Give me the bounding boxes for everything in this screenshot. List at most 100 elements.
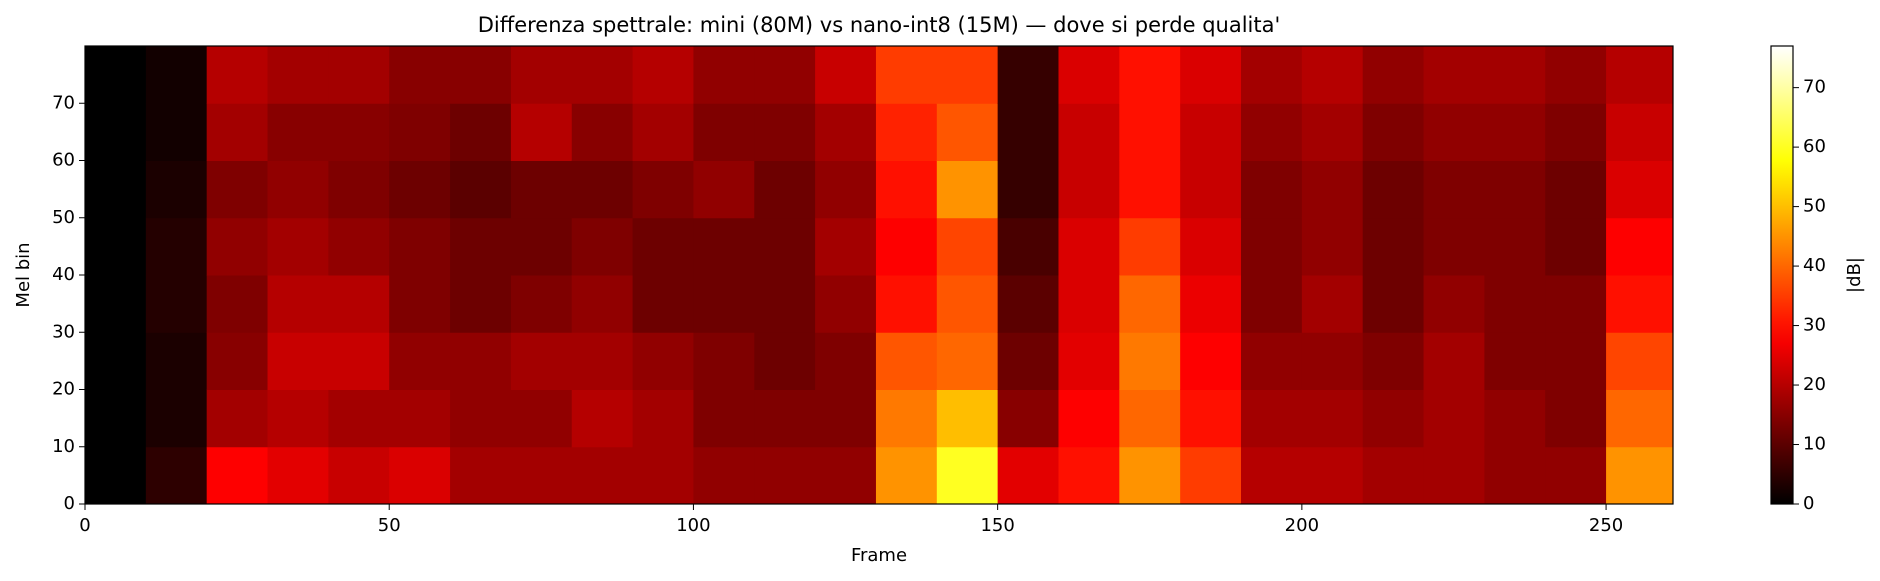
y-tick-label: 40 [52,264,75,285]
heat-cell [1606,389,1674,448]
heat-cell [1423,446,1485,505]
heat-cell [1545,275,1607,333]
heat-cell [693,332,755,390]
heat-cell [693,275,755,333]
y-tick-label: 0 [64,493,75,514]
colorbar-tick-label: 10 [1803,434,1826,455]
heat-cell [815,160,877,219]
heat-cell [1180,389,1242,448]
heat-cell [754,217,816,276]
heat-cell [875,446,938,505]
heat-cell [815,389,877,448]
y-tick-label: 30 [52,321,75,342]
heat-cell [328,217,390,276]
heat-cell [754,446,816,505]
heat-cell [693,389,755,448]
heat-cell [1241,332,1303,390]
heat-cell [693,160,755,219]
heat-cell [693,446,755,505]
chart-title: Differenza spettrale: mini (80M) vs nano… [478,13,1281,37]
colorbar-tick-label: 30 [1803,315,1826,336]
heat-cell [206,46,269,104]
heat-cell [997,46,1059,104]
heat-cell [1423,389,1485,448]
heat-cell [450,446,512,505]
heat-cell [267,275,329,333]
heat-cell [1058,332,1120,390]
heat-cell [1180,160,1242,219]
heat-cell [632,160,694,219]
heat-cell [145,275,208,333]
heat-cell [510,217,573,276]
heat-cell [997,103,1059,161]
heat-cell [875,160,938,219]
heat-cell [1484,217,1546,276]
heat-cell [1362,217,1425,276]
heat-cell [206,217,269,276]
heat-cell [1423,275,1485,333]
heat-cell [85,46,147,104]
heat-cell [510,46,573,104]
heat-cell [936,389,999,448]
heat-cell [1301,217,1364,276]
heat-cell [997,217,1059,276]
heat-cell [267,46,329,104]
heat-cell [815,103,877,161]
x-tick-label: 100 [676,515,710,536]
heat-cell [875,332,938,390]
heat-cell [145,103,208,161]
heat-cell [815,275,877,333]
heat-cell [1119,332,1181,390]
heat-cell [85,103,147,161]
heat-cell [1241,46,1303,104]
heat-cell [632,103,694,161]
heat-cell [754,275,816,333]
heat-cell [632,446,694,505]
heat-cell [997,389,1059,448]
heat-cell [1606,160,1674,219]
heat-cell [1119,446,1181,505]
heat-cell [1301,332,1364,390]
heat-cell [510,103,573,161]
heat-cell [510,332,573,390]
heat-cell [1484,446,1546,505]
heat-cell [1606,217,1674,276]
heat-cell [1241,446,1303,505]
heat-cell [571,446,634,505]
heat-cell [1606,446,1674,505]
heat-cell [1058,46,1120,104]
colorbar-tick-label: 60 [1803,136,1826,157]
heat-cell [145,217,208,276]
heat-cell [571,217,634,276]
y-tick-label: 70 [52,92,75,113]
heat-cell [389,160,451,219]
heat-cell [1362,332,1425,390]
heat-cell [328,160,390,219]
heat-cell [1301,46,1364,104]
heat-cell [1484,46,1546,104]
heat-cell [1058,275,1120,333]
heat-cell [997,275,1059,333]
heat-cell [389,275,451,333]
heat-cell [632,389,694,448]
heat-cell [1545,217,1607,276]
heat-cell [632,275,694,333]
heat-cell [997,160,1059,219]
heat-cell [389,217,451,276]
heat-cell [267,446,329,505]
heat-cell [1119,217,1181,276]
heat-cell [145,389,208,448]
heat-cell [1241,217,1303,276]
heat-cell [754,389,816,448]
heat-cell [328,103,390,161]
heat-cell [936,160,999,219]
heat-cell [389,103,451,161]
heat-cell [875,217,938,276]
heat-cell [206,332,269,390]
heat-cell [510,275,573,333]
heat-cell [754,46,816,104]
heat-cell [510,446,573,505]
heat-cell [328,446,390,505]
heat-cell [389,46,451,104]
